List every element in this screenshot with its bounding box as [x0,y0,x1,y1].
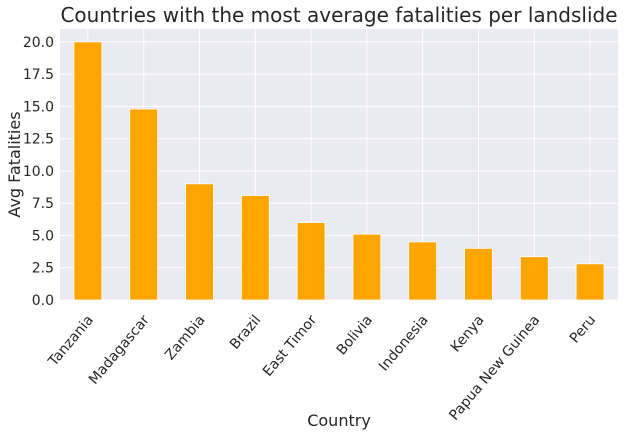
bar-layer [73,41,605,301]
bar-indonesia [408,241,438,301]
x-axis-label: Country [307,411,371,430]
y-tick-label: 2.5 [32,261,54,277]
bar-kenya [464,247,493,301]
x-tick-label: Bolivia [334,312,376,358]
y-axis-label: Avg Fatalities [5,111,24,217]
y-tick-layer: 0.0 2.5 5.0 7.5 10.0 12.5 15.0 17.5 20.0 [23,35,54,309]
y-tick-label: 0.0 [32,293,54,309]
x-tick-label: Indonesia [376,312,432,374]
bar-peru [575,263,605,301]
bar-tanzania [73,41,103,301]
bar-bolivia [352,233,382,301]
x-tick-label: Tanzania [45,312,97,370]
y-tick-label: 15.0 [23,99,54,115]
x-tick-label: Zambia [162,312,208,363]
bar-madagascar [129,108,159,301]
y-tick-label: 7.5 [32,196,54,212]
y-tick-label: 12.5 [23,132,54,148]
x-tick-label: Kenya [448,312,488,355]
bar-papua-new-guinea [519,256,549,301]
y-tick-label: 5.0 [32,228,54,244]
bar-brazil [240,195,270,301]
x-tick-label: Brazil [227,312,264,352]
y-tick-label: 20.0 [23,35,54,51]
y-tick-label: 10.0 [23,164,54,180]
chart-title: Countries with the most average fataliti… [60,3,617,27]
x-tick-label: Peru [567,312,599,346]
y-tick-label: 17.5 [23,67,54,83]
bar-east-timor [296,222,326,301]
x-tick-label: East Timor [260,312,320,380]
bar-zambia [185,183,214,301]
